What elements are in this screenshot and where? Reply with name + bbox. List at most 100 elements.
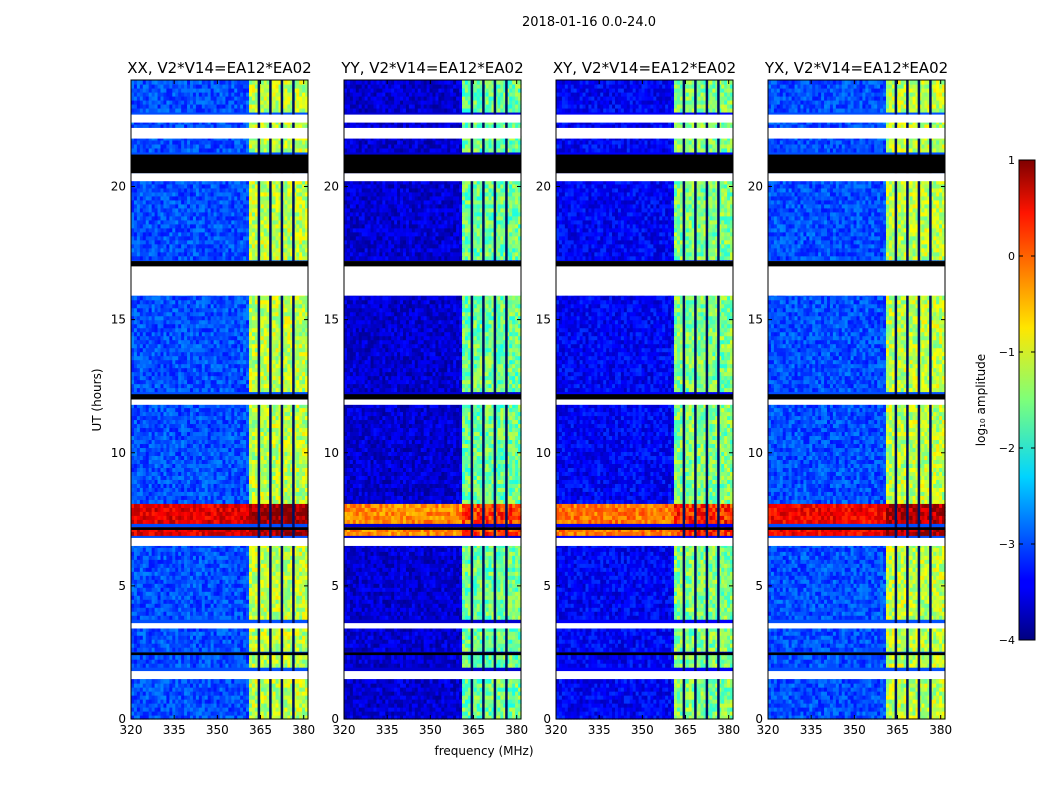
heatmap-cell: [222, 627, 226, 632]
heatmap-cell: [222, 567, 226, 572]
heatmap-cell: [266, 659, 271, 664]
heatmap-cell: [231, 559, 235, 564]
heatmap-cell: [278, 643, 283, 648]
heatmap-cell: [163, 615, 167, 620]
heatmap-cell: [172, 639, 176, 644]
heatmap-cell: [234, 699, 238, 704]
heatmap-cell: [281, 711, 285, 716]
heatmap-cell: [136, 659, 141, 664]
heatmap-cell: [293, 679, 297, 684]
heatmap-cell: [237, 583, 241, 588]
heatmap-cell: [260, 583, 265, 588]
heatmap-cell: [260, 627, 265, 632]
heatmap-cell: [293, 663, 297, 668]
heatmap-cell: [225, 563, 229, 568]
heatmap-cell: [296, 571, 300, 576]
heatmap-cell: [154, 615, 159, 620]
heatmap-cell: [133, 647, 138, 652]
heatmap-cell: [249, 591, 253, 596]
heatmap-cell: [275, 715, 280, 720]
heatmap-cell: [243, 551, 247, 556]
heatmap-cell: [195, 683, 200, 688]
heatmap-cell: [260, 679, 265, 684]
heatmap-cell: [142, 599, 147, 604]
heatmap-cell: [207, 715, 212, 720]
heatmap-cell: [136, 547, 141, 552]
heatmap-cell: [249, 695, 253, 700]
heatmap-cell: [240, 603, 244, 608]
heatmap-cell: [251, 615, 256, 620]
heatmap-cell: [222, 703, 226, 708]
heatmap-cell: [201, 711, 206, 716]
heatmap-cell: [145, 603, 150, 608]
heatmap-cell: [216, 703, 221, 708]
heatmap-cell: [302, 683, 306, 688]
heatmap-cell: [246, 571, 250, 576]
heatmap-cell: [296, 687, 300, 692]
heatmap-cell: [207, 703, 212, 708]
heatmap-cell: [219, 631, 224, 636]
heatmap-cell: [281, 567, 285, 572]
heatmap-cell: [234, 643, 238, 648]
heatmap-cell: [163, 655, 167, 660]
heatmap-cell: [272, 559, 277, 564]
heatmap-cell: [139, 655, 144, 660]
heatmap-cell: [281, 647, 285, 652]
heatmap-cell: [296, 659, 300, 664]
heatmap-cell: [287, 567, 291, 572]
heatmap-cell: [216, 599, 221, 604]
heatmap-cell: [240, 579, 244, 584]
heatmap-cell: [296, 635, 300, 640]
heatmap-cell: [260, 659, 265, 664]
heatmap-cell: [154, 579, 159, 584]
heatmap-cell: [225, 595, 229, 600]
heatmap-cell: [178, 571, 182, 576]
heatmap-cell: [181, 599, 185, 604]
heatmap-cell: [246, 555, 250, 560]
heatmap-cell: [305, 635, 309, 640]
heatmap-cell: [178, 563, 182, 568]
heatmap-cell: [287, 707, 291, 712]
heatmap-cell: [207, 559, 212, 564]
heatmap-cell: [260, 643, 265, 648]
heatmap-cell: [272, 571, 277, 576]
heatmap-cell: [296, 611, 300, 616]
heatmap-cell: [145, 695, 150, 700]
heatmap-cell: [139, 575, 144, 580]
heatmap-cell: [198, 655, 203, 660]
heatmap-cell: [251, 555, 256, 560]
heatmap-cell: [225, 599, 229, 604]
heatmap-cell: [175, 711, 179, 716]
heatmap-cell: [198, 603, 203, 608]
heatmap-cell: [237, 595, 241, 600]
heatmap-cell: [178, 647, 182, 652]
heatmap-cell: [281, 663, 285, 668]
heatmap-cell: [246, 575, 250, 580]
heatmap-cell: [163, 611, 167, 616]
heatmap-cell: [163, 659, 167, 664]
heatmap-cell: [299, 695, 303, 700]
heatmap-cell: [281, 655, 285, 660]
heatmap-cell: [251, 699, 256, 704]
heatmap-cell: [175, 643, 179, 648]
heatmap-cell: [263, 563, 268, 568]
heatmap-cell: [163, 555, 167, 560]
heatmap-cell: [240, 559, 244, 564]
heatmap-cell: [190, 679, 194, 684]
heatmap-cell: [154, 571, 159, 576]
heatmap-cell: [281, 551, 285, 556]
heatmap-cell: [136, 583, 141, 588]
heatmap-cell: [299, 703, 303, 708]
heatmap-cell: [181, 647, 185, 652]
heatmap-cell: [166, 575, 170, 580]
heatmap-cell: [201, 659, 206, 664]
heatmap-cell: [154, 555, 159, 560]
heatmap-cell: [281, 679, 285, 684]
heatmap-cell: [210, 551, 215, 556]
heatmap-cell: [166, 563, 170, 568]
heatmap-cell: [178, 699, 182, 704]
heatmap-cell: [157, 555, 162, 560]
heatmap-cell: [240, 555, 244, 560]
heatmap-cell: [190, 611, 194, 616]
heatmap-cell: [148, 679, 153, 684]
